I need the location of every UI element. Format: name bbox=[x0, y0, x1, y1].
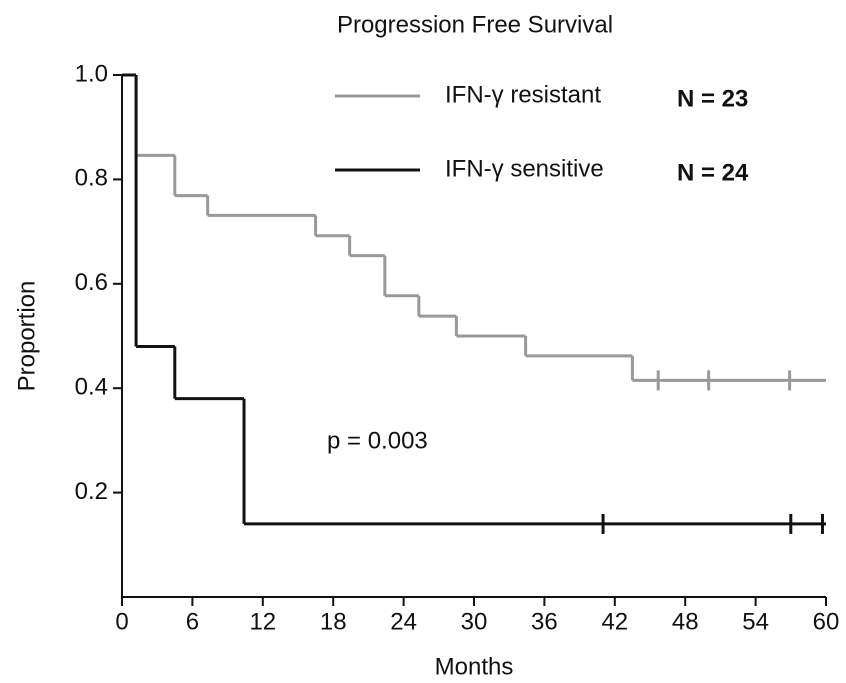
chart-title: Progression Free Survival bbox=[337, 11, 613, 38]
x-tick-label: 48 bbox=[672, 608, 699, 635]
n-label: N = 23 bbox=[677, 85, 748, 112]
x-tick-label: 30 bbox=[461, 608, 488, 635]
y-tick-label: 0.4 bbox=[75, 374, 108, 401]
y-tick-label: 0.8 bbox=[75, 165, 108, 192]
x-tick-label: 60 bbox=[813, 608, 840, 635]
legend-label: IFN-γ resistant bbox=[445, 81, 601, 108]
x-axis-label: Months bbox=[435, 653, 514, 680]
y-tick-label: 1.0 bbox=[75, 60, 108, 87]
x-tick-label: 54 bbox=[742, 608, 769, 635]
legend-label: IFN-γ sensitive bbox=[445, 155, 604, 182]
x-tick-label: 0 bbox=[115, 608, 128, 635]
x-tick-label: 6 bbox=[186, 608, 199, 635]
x-tick-label: 36 bbox=[531, 608, 558, 635]
annotation: p = 0.003 bbox=[327, 427, 428, 454]
y-axis-label: Proportion bbox=[13, 281, 40, 392]
x-tick-label: 12 bbox=[249, 608, 276, 635]
y-tick-label: 0.6 bbox=[75, 269, 108, 296]
n-label: N = 24 bbox=[677, 159, 749, 186]
x-tick-label: 18 bbox=[320, 608, 347, 635]
x-tick-label: 42 bbox=[601, 608, 628, 635]
x-tick-label: 24 bbox=[390, 608, 417, 635]
y-tick-label: 0.2 bbox=[75, 478, 108, 505]
